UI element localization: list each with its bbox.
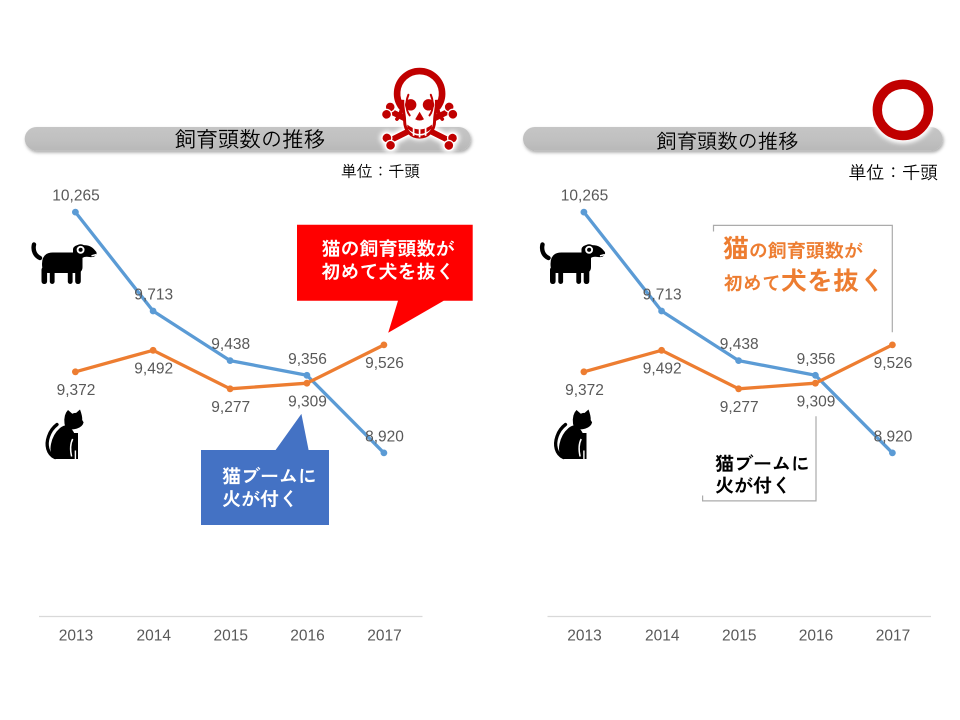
svg-text:8,920: 8,920 [365, 428, 404, 445]
svg-text:9,372: 9,372 [57, 382, 96, 399]
svg-text:9,309: 9,309 [288, 394, 327, 411]
svg-text:9,356: 9,356 [288, 351, 327, 368]
svg-text:9,526: 9,526 [365, 355, 404, 372]
svg-text:9,277: 9,277 [211, 399, 250, 416]
svg-text:2017: 2017 [367, 628, 401, 645]
svg-text:9,713: 9,713 [134, 287, 173, 304]
svg-text:2015: 2015 [213, 628, 247, 645]
svg-text:9,438: 9,438 [211, 336, 250, 353]
svg-text:2016: 2016 [290, 628, 324, 645]
svg-text:2014: 2014 [136, 628, 171, 645]
svg-text:10,265: 10,265 [52, 188, 99, 205]
svg-text:2013: 2013 [59, 628, 93, 645]
svg-text:9,492: 9,492 [134, 361, 173, 378]
